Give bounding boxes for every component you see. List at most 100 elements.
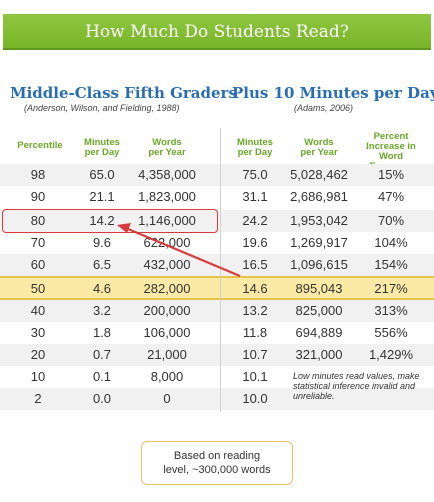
table-row: 60 6.5 432,000 16.5 1,096,615 154% <box>0 254 434 276</box>
header-minutes-right: Minutes per Day <box>226 138 284 158</box>
footnote-line: level, ~300,000 words <box>163 464 271 476</box>
table-row: 40 3.2 200,000 13.2 825,000 313% <box>0 300 434 322</box>
cell-words: 106,000 <box>143 325 191 340</box>
cell-plus-words: 825,000 <box>295 303 343 318</box>
cell-minutes: 65.0 <box>89 167 115 182</box>
header-text: Words <box>304 137 334 148</box>
cell-increase: 217% <box>374 281 408 296</box>
cell-plus-minutes: 19.6 <box>242 235 268 250</box>
header-minutes-left: Minutes per Day <box>74 138 130 158</box>
cell-plus-minutes: 10.7 <box>242 347 268 362</box>
cell-percentile: 70 <box>30 235 46 250</box>
header-text: per Day <box>237 147 273 158</box>
cell-percentile: 60 <box>30 257 46 272</box>
footnote-line: Based on reading <box>173 450 261 462</box>
cell-words: 21,000 <box>147 347 187 362</box>
cell-increase: 556% <box>374 325 408 340</box>
right-section-citation: (Adams, 2006) <box>294 103 354 113</box>
table-row: 2 0.0 0 10.0 <box>0 388 434 410</box>
cell-minutes: 0.7 <box>92 347 112 362</box>
cell-plus-minutes: 10.1 <box>242 369 268 384</box>
cell-words: 8,000 <box>150 369 184 384</box>
cell-minutes: 21.1 <box>89 189 115 204</box>
header-text: per Year <box>300 147 338 158</box>
cell-minutes: 3.2 <box>92 303 112 318</box>
cell-percentile: 10 <box>30 369 46 384</box>
cell-increase: 47% <box>377 189 405 204</box>
cell-words: 4,358,000 <box>138 167 196 182</box>
cell-increase: 154% <box>374 257 408 272</box>
cell-plus-minutes: 16.5 <box>242 257 268 272</box>
cell-plus-words: 1,953,042 <box>290 213 348 228</box>
title-banner: How Much Do Students Read? <box>3 14 431 50</box>
row-80-annotation-box <box>2 209 218 233</box>
header-text: Words <box>152 137 182 148</box>
cell-percentile: 2 <box>34 391 42 406</box>
header-text: Increase in <box>366 141 416 152</box>
cell-minutes: 0.1 <box>92 369 112 384</box>
cell-minutes: 14.2 <box>89 213 115 228</box>
cell-words: 0 <box>163 391 171 406</box>
cell-percentile: 30 <box>30 325 46 340</box>
left-section-citation: (Anderson, Wilson, and Fielding, 1988) <box>24 103 180 113</box>
cell-words: 200,000 <box>143 303 191 318</box>
cell-percentile: 20 <box>30 347 46 362</box>
page-title: How Much Do Students Read? <box>85 22 349 42</box>
table-row: 80 14.2 1,146,000 24.2 1,953,042 70% <box>0 210 434 232</box>
cell-percentile: 90 <box>30 189 46 204</box>
table-row: 70 9.6 622,000 19.6 1,269,917 104% <box>0 232 434 254</box>
statistical-note: Low minutes read values, make statistica… <box>293 371 420 401</box>
header-percentile: Percentile <box>8 141 72 151</box>
table-row: 10 0.1 8,000 10.1 <box>0 366 434 388</box>
cell-plus-minutes: 14.6 <box>242 281 268 296</box>
cell-increase: 104% <box>374 235 408 250</box>
cell-plus-words: 1,096,615 <box>290 257 348 272</box>
header-text: Minutes <box>84 137 120 148</box>
cell-plus-minutes: 10.0 <box>242 391 268 406</box>
cell-plus-minutes: 75.0 <box>242 167 268 182</box>
cell-percentile: 98 <box>30 167 46 182</box>
header-words-right: Words per Year <box>284 138 354 158</box>
table-row: 20 0.7 21,000 10.7 321,000 1,429% <box>0 344 434 366</box>
header-percentile-text: Percentile <box>17 140 63 151</box>
header-text: Percent <box>373 131 409 142</box>
cell-words: 622,000 <box>143 235 191 250</box>
cell-minutes: 1.8 <box>92 325 112 340</box>
cell-percentile: 50 <box>30 281 46 296</box>
header-text: per Year <box>148 147 186 158</box>
cell-increase: 70% <box>377 213 405 228</box>
cell-increase: 15% <box>377 167 405 182</box>
table-row: 90 21.1 1,823,000 31.1 2,686,981 47% <box>0 186 434 208</box>
cell-plus-minutes: 24.2 <box>242 213 268 228</box>
table-row: 98 65.0 4,358,000 75.0 5,028,462 15% <box>0 164 434 186</box>
cell-percentile: 40 <box>30 303 46 318</box>
cell-plus-minutes: 13.2 <box>242 303 268 318</box>
cell-words: 432,000 <box>143 257 191 272</box>
cell-minutes: 4.6 <box>92 281 112 296</box>
table-row-highlighted: 50 4.6 282,000 14.6 895,043 217% <box>0 276 434 300</box>
arrow-head <box>117 223 131 233</box>
cell-plus-words: 1,269,917 <box>290 235 348 250</box>
cell-plus-words: 694,889 <box>295 325 343 340</box>
footnote-box: Based on reading level, ~300,000 words <box>141 441 293 485</box>
cell-plus-words: 895,043 <box>295 281 343 296</box>
cell-minutes: 9.6 <box>92 235 112 250</box>
header-text: per Day <box>84 147 120 158</box>
cell-increase: 313% <box>374 303 408 318</box>
cell-plus-minutes: 11.8 <box>242 325 268 340</box>
cell-plus-words: 321,000 <box>295 347 343 362</box>
cell-words: 282,000 <box>143 281 191 296</box>
right-section-heading: Plus 10 Minutes per Day... <box>232 84 434 102</box>
cell-plus-minutes: 31.1 <box>242 189 268 204</box>
left-section-heading: Middle-Class Fifth Graders <box>10 84 237 102</box>
cell-plus-words: 5,028,462 <box>290 167 348 182</box>
cell-increase: 1,429% <box>368 347 414 362</box>
cell-plus-words: 2,686,981 <box>290 189 348 204</box>
table-row: 30 1.8 106,000 11.8 694,889 556% <box>0 322 434 344</box>
cell-words: 1,146,000 <box>138 213 196 228</box>
cell-percentile: 80 <box>30 213 46 228</box>
cell-minutes: 0.0 <box>92 391 112 406</box>
cell-minutes: 6.5 <box>92 257 112 272</box>
